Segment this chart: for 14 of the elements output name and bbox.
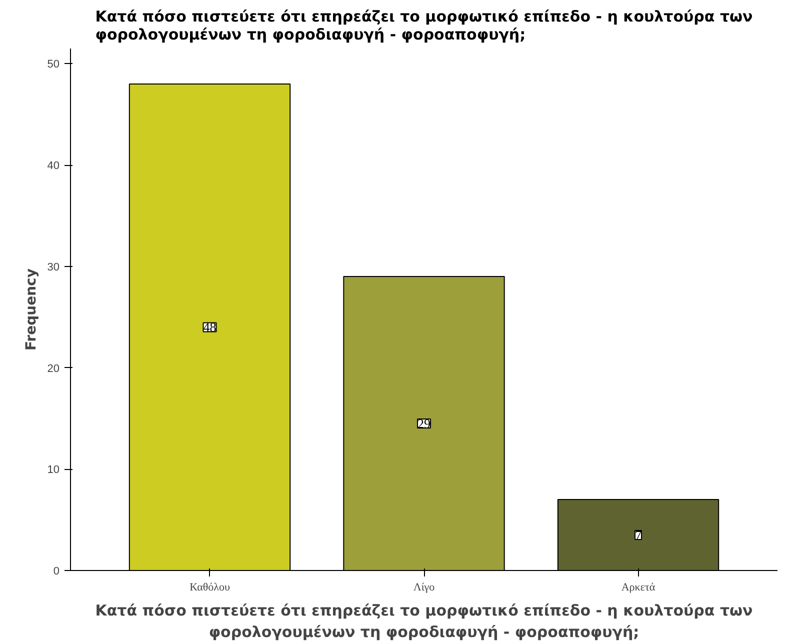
data-label: 7 xyxy=(634,528,642,543)
chart-title: Κατά πόσο πιστεύετε ότι επηρεάζει το μορφωτικό επίπεδο - η κουλτούρα των φορολογουμένων τη φοροδιαφυγή - φοροαποφυγή; xyxy=(95,8,753,44)
data-label: 48 xyxy=(203,320,216,335)
y-tick-label: 40 xyxy=(47,160,60,172)
y-tick-label: 20 xyxy=(47,362,60,375)
x-tick-label: Καθόλου xyxy=(190,582,230,594)
x-tick-label: Αρκετά xyxy=(621,582,656,594)
y-axis-title: Frequency xyxy=(23,268,40,350)
y-tick-label: 30 xyxy=(47,261,60,274)
x-axis-title: Κατά πόσο πιστεύετε ότι επηρεάζει το μορφωτικό επίπεδο - η κουλτούρα των φορολογουμένων τη φοροδιαφυγή - φοροαποφυγή; xyxy=(95,602,753,642)
y-tick-label: 50 xyxy=(47,58,60,71)
y-tick-label: 0 xyxy=(53,566,60,578)
x-tick-label: Λίγο xyxy=(413,582,436,594)
y-tick-label: 10 xyxy=(47,464,60,476)
